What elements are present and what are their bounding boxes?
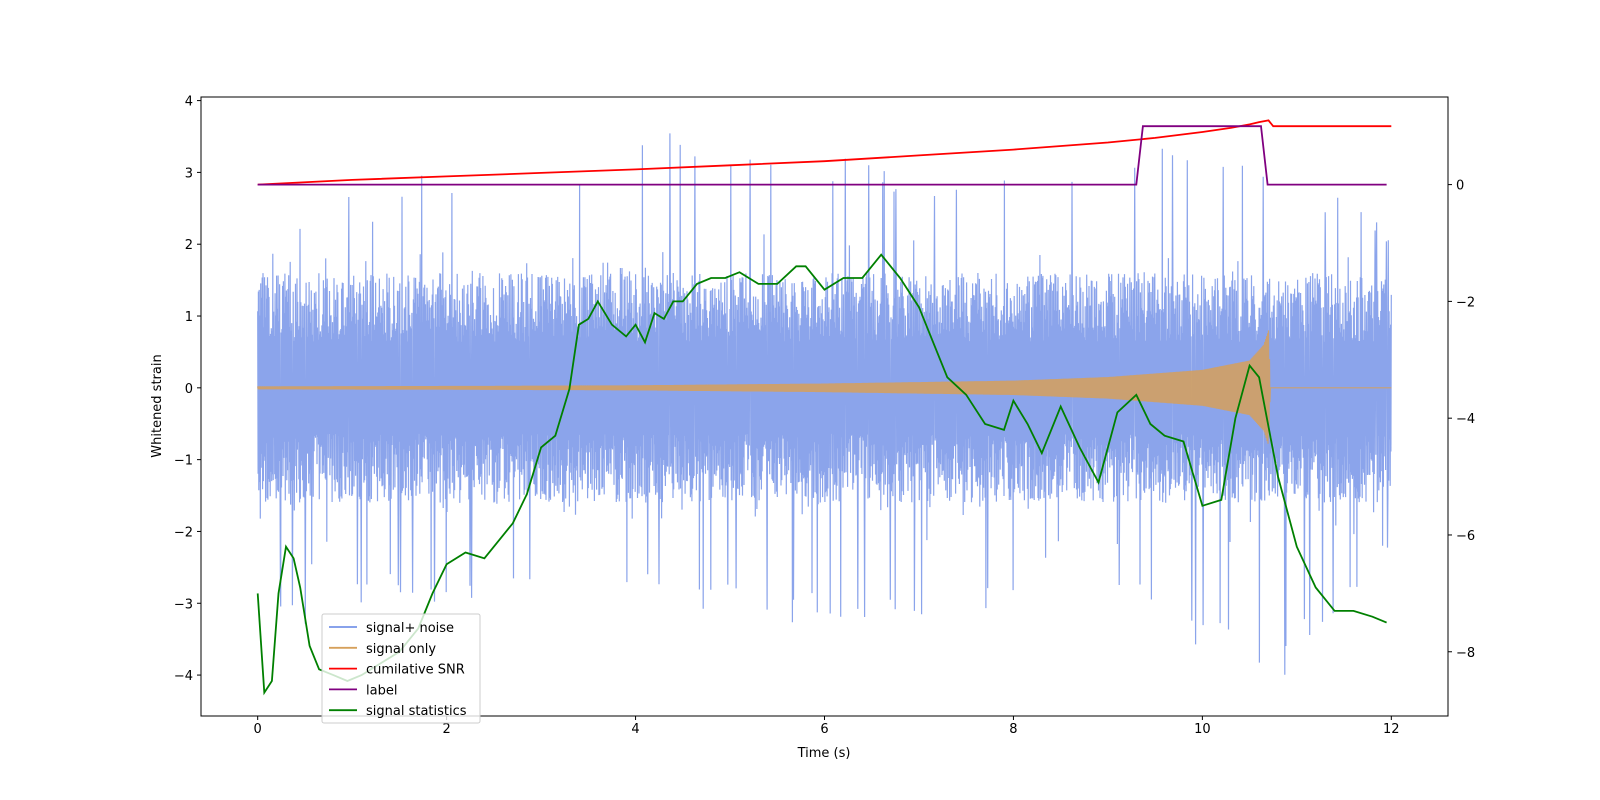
legend-box [321, 613, 481, 724]
legend-label: signal+ noise [366, 621, 454, 636]
legend-label: signal statistics [366, 704, 467, 719]
y-tick-label-left: −4 [174, 669, 193, 684]
y-tick-label-right: −4 [1456, 412, 1475, 427]
y-tick-label-left: 2 [185, 238, 193, 253]
y-tick-label-right: −2 [1456, 295, 1475, 310]
plot-area [256, 119, 1392, 696]
y-tick-label-left: 1 [185, 310, 193, 325]
x-tick-label: 2 [442, 722, 450, 737]
x-tick-label: 12 [1383, 722, 1400, 737]
y-tick-label-right: −6 [1456, 529, 1475, 544]
legend-label: label [366, 683, 397, 698]
series-cumulative-snr [257, 119, 1392, 186]
x-axis-label: Time (s) [797, 746, 851, 761]
x-tick-label: 10 [1194, 722, 1211, 737]
legend-label: signal only [366, 642, 436, 657]
series-signal-noise [257, 133, 1392, 675]
x-tick-label: 6 [820, 722, 828, 737]
y-tick-label-left: 3 [185, 166, 193, 181]
y-tick-label-left: −1 [174, 454, 193, 469]
y-tick-label-left: −2 [174, 525, 193, 540]
y-tick-label-right: 0 [1456, 179, 1464, 194]
legend: signal+ noise signal only cumilative SNR la… [321, 613, 481, 724]
legend-label: cumilative SNR [366, 663, 465, 678]
y-axis-right: −8 −6 −4 −2 0 [1448, 179, 1475, 661]
series-label [257, 125, 1387, 186]
y-tick-label-left: −3 [174, 597, 193, 612]
y-axis-left: −4 −3 −2 −1 0 1 2 3 4 [174, 95, 201, 684]
y-tick-label-left: 4 [185, 95, 193, 110]
x-tick-label: 8 [1009, 722, 1017, 737]
x-tick-label: 4 [631, 722, 639, 737]
y-tick-label-left: 0 [185, 382, 193, 397]
y-axis-label: Whitened strain [150, 354, 165, 457]
y-tick-label-right: −8 [1456, 646, 1475, 661]
series-signal-only [257, 330, 1392, 444]
x-tick-label: 0 [254, 722, 262, 737]
